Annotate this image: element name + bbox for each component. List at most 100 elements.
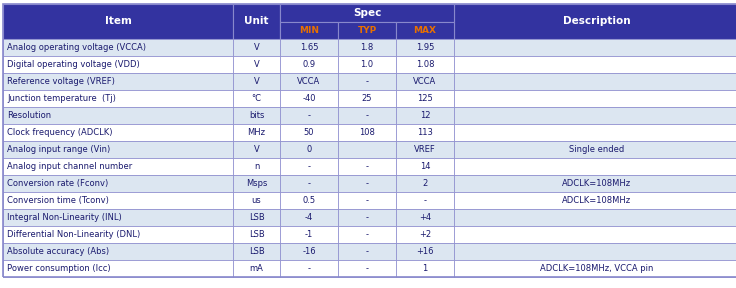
Bar	[280, 90, 338, 107]
Bar	[3, 39, 233, 56]
Text: Single ended: Single ended	[569, 145, 624, 154]
Text: V: V	[254, 43, 259, 52]
Text: mA: mA	[250, 264, 263, 273]
Bar	[3, 124, 233, 141]
Text: 1.95: 1.95	[416, 43, 434, 52]
Text: Differential Non-Linearity (DNL): Differential Non-Linearity (DNL)	[7, 230, 141, 239]
Bar	[338, 107, 396, 124]
Text: V: V	[254, 77, 259, 86]
Text: Analog input channel number: Analog input channel number	[7, 162, 132, 171]
Text: -: -	[366, 264, 369, 273]
Text: LSB: LSB	[249, 213, 264, 222]
Bar	[3, 56, 233, 73]
Bar	[233, 226, 280, 243]
Text: 14: 14	[420, 162, 431, 171]
Bar	[233, 124, 280, 141]
Text: -: -	[366, 111, 369, 120]
Bar	[338, 175, 396, 192]
Text: Resolution: Resolution	[7, 111, 51, 120]
Bar	[396, 175, 454, 192]
Bar	[233, 209, 280, 226]
Bar	[3, 260, 233, 277]
Text: LSB: LSB	[249, 247, 264, 256]
Bar	[233, 39, 280, 56]
Text: LSB: LSB	[249, 230, 264, 239]
Text: 25: 25	[362, 94, 372, 103]
Bar	[396, 107, 454, 124]
Bar	[3, 107, 233, 124]
Bar	[280, 22, 338, 39]
Text: -40: -40	[302, 94, 316, 103]
Bar	[280, 175, 338, 192]
Bar	[280, 260, 338, 277]
Bar	[338, 124, 396, 141]
Text: 1.08: 1.08	[416, 60, 434, 69]
Text: bits: bits	[249, 111, 264, 120]
Bar	[233, 260, 280, 277]
Bar	[396, 226, 454, 243]
Bar	[280, 158, 338, 175]
Bar	[454, 260, 736, 277]
Text: 108: 108	[359, 128, 375, 137]
Bar	[233, 107, 280, 124]
Bar	[454, 56, 736, 73]
Bar	[454, 39, 736, 56]
Text: -: -	[366, 196, 369, 205]
Text: VCCA: VCCA	[297, 77, 321, 86]
Bar	[3, 192, 233, 209]
Text: 1.65: 1.65	[300, 43, 318, 52]
Text: MAX: MAX	[414, 26, 436, 35]
Text: us: us	[252, 196, 261, 205]
Text: 1: 1	[422, 264, 428, 273]
Bar	[396, 192, 454, 209]
Text: -: -	[366, 179, 369, 188]
Text: °C: °C	[252, 94, 261, 103]
Text: 0.5: 0.5	[302, 196, 316, 205]
Text: 113: 113	[417, 128, 433, 137]
Text: Clock frequency (ADCLK): Clock frequency (ADCLK)	[7, 128, 113, 137]
Text: -: -	[366, 162, 369, 171]
Text: -4: -4	[305, 213, 313, 222]
Text: 2: 2	[422, 179, 428, 188]
Text: -: -	[308, 111, 311, 120]
Text: n: n	[254, 162, 259, 171]
Text: +4: +4	[419, 213, 431, 222]
Bar	[280, 39, 338, 56]
Bar	[3, 243, 233, 260]
Bar	[233, 56, 280, 73]
Bar	[396, 56, 454, 73]
Bar	[396, 141, 454, 158]
Text: Description: Description	[563, 16, 630, 26]
Text: V: V	[254, 60, 259, 69]
Bar	[280, 4, 454, 22]
Bar	[454, 243, 736, 260]
Text: +16: +16	[417, 247, 434, 256]
Bar	[396, 22, 454, 39]
Bar	[280, 209, 338, 226]
Text: ADCLK=108MHz, VCCA pin: ADCLK=108MHz, VCCA pin	[539, 264, 653, 273]
Bar	[233, 192, 280, 209]
Bar	[396, 260, 454, 277]
Text: Spec: Spec	[353, 8, 381, 18]
Bar	[280, 56, 338, 73]
Text: -: -	[366, 213, 369, 222]
Bar	[454, 141, 736, 158]
Text: Reference voltage (VREF): Reference voltage (VREF)	[7, 77, 115, 86]
Text: Msps: Msps	[246, 179, 267, 188]
Text: 50: 50	[304, 128, 314, 137]
Text: Conversion rate (Fconv): Conversion rate (Fconv)	[7, 179, 108, 188]
Bar	[3, 90, 233, 107]
Text: -: -	[366, 230, 369, 239]
Text: -: -	[308, 162, 311, 171]
Text: -: -	[308, 264, 311, 273]
Text: -: -	[308, 179, 311, 188]
Text: -1: -1	[305, 230, 313, 239]
Bar	[454, 90, 736, 107]
Bar	[338, 209, 396, 226]
Text: 1.8: 1.8	[361, 43, 374, 52]
Text: VCCA: VCCA	[414, 77, 436, 86]
Text: Item: Item	[105, 16, 132, 26]
Bar	[454, 226, 736, 243]
Bar	[454, 73, 736, 90]
Bar	[454, 158, 736, 175]
